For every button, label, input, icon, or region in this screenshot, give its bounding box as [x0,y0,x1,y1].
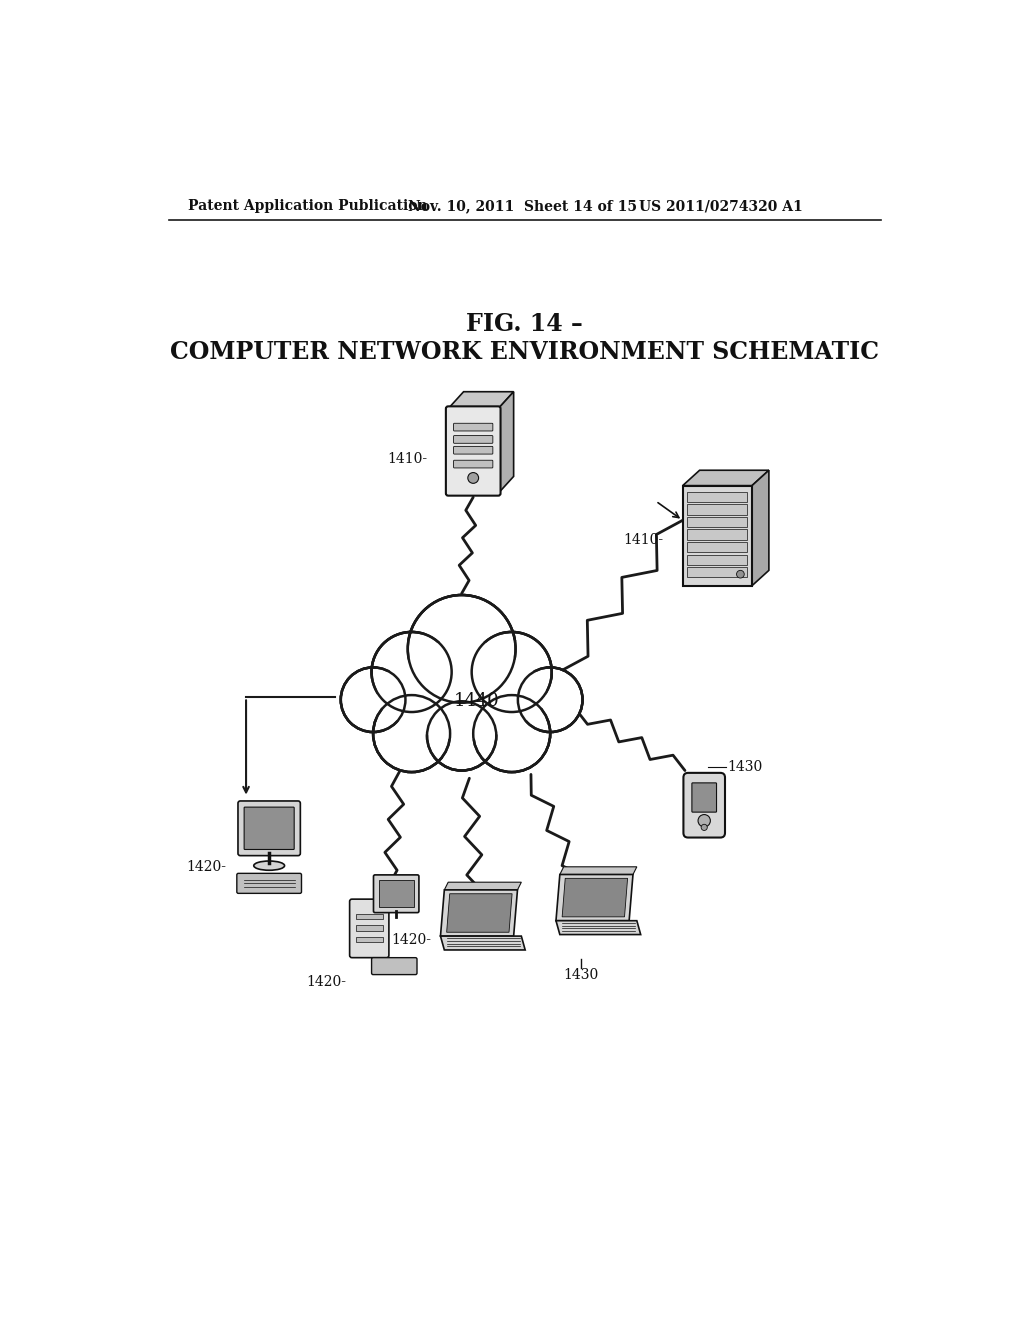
Ellipse shape [438,659,547,729]
Text: FIG. 14 –: FIG. 14 – [466,312,584,337]
Polygon shape [556,874,633,921]
Circle shape [427,701,497,771]
Bar [687,568,748,577]
Circle shape [372,632,452,711]
Bar [355,913,383,919]
Bar [687,543,748,552]
Text: 1420-: 1420- [186,859,226,874]
Text: US 2011/0274320 A1: US 2011/0274320 A1 [639,199,803,213]
Text: COMPUTER NETWORK ENVIRONMENT SCHEMATIC: COMPUTER NETWORK ENVIRONMENT SCHEMATIC [170,341,880,364]
Polygon shape [444,882,521,890]
Bar [687,517,748,527]
FancyBboxPatch shape [244,807,294,850]
FancyBboxPatch shape [454,424,493,430]
Polygon shape [449,392,514,409]
Text: Nov. 10, 2011  Sheet 14 of 15: Nov. 10, 2011 Sheet 14 of 15 [408,199,637,213]
Circle shape [408,595,515,702]
Text: 1430: 1430 [727,760,763,774]
Ellipse shape [254,861,285,870]
Text: Patent Application Publication: Patent Application Publication [188,199,428,213]
Text: 1420-: 1420- [391,933,431,946]
Ellipse shape [400,640,523,717]
FancyBboxPatch shape [238,801,300,855]
FancyBboxPatch shape [349,899,389,958]
Ellipse shape [377,659,484,729]
Polygon shape [446,894,512,932]
Circle shape [473,696,550,772]
Polygon shape [556,921,641,935]
FancyBboxPatch shape [454,436,493,444]
Ellipse shape [400,678,523,739]
FancyBboxPatch shape [237,874,301,894]
Bar [355,937,383,942]
Text: 1410-: 1410- [387,451,427,466]
Bar [687,529,748,540]
Text: 1410-: 1410- [624,532,664,546]
Bar [683,486,752,586]
Polygon shape [562,878,628,917]
Polygon shape [683,470,769,486]
Circle shape [518,668,583,733]
Bar [687,492,748,502]
FancyBboxPatch shape [692,783,717,812]
Ellipse shape [370,628,554,759]
Bar [355,925,383,931]
Circle shape [698,814,711,826]
Text: 1420-: 1420- [306,975,346,989]
Polygon shape [560,867,637,874]
FancyBboxPatch shape [372,958,417,974]
Bar [687,504,748,515]
Circle shape [373,696,451,772]
Circle shape [341,668,406,733]
Polygon shape [440,936,525,950]
FancyBboxPatch shape [454,461,493,469]
FancyBboxPatch shape [454,446,493,454]
Circle shape [736,570,744,578]
Ellipse shape [385,647,539,739]
Polygon shape [499,392,514,494]
Circle shape [468,473,478,483]
FancyBboxPatch shape [445,407,501,496]
Bar [687,554,748,565]
Circle shape [701,824,708,830]
FancyBboxPatch shape [374,875,419,912]
Polygon shape [752,470,769,586]
FancyBboxPatch shape [683,774,725,837]
Polygon shape [440,890,517,936]
Text: 1430: 1430 [563,968,599,982]
Circle shape [472,632,552,711]
Text: 1440: 1440 [455,692,500,710]
Bar [379,880,414,907]
